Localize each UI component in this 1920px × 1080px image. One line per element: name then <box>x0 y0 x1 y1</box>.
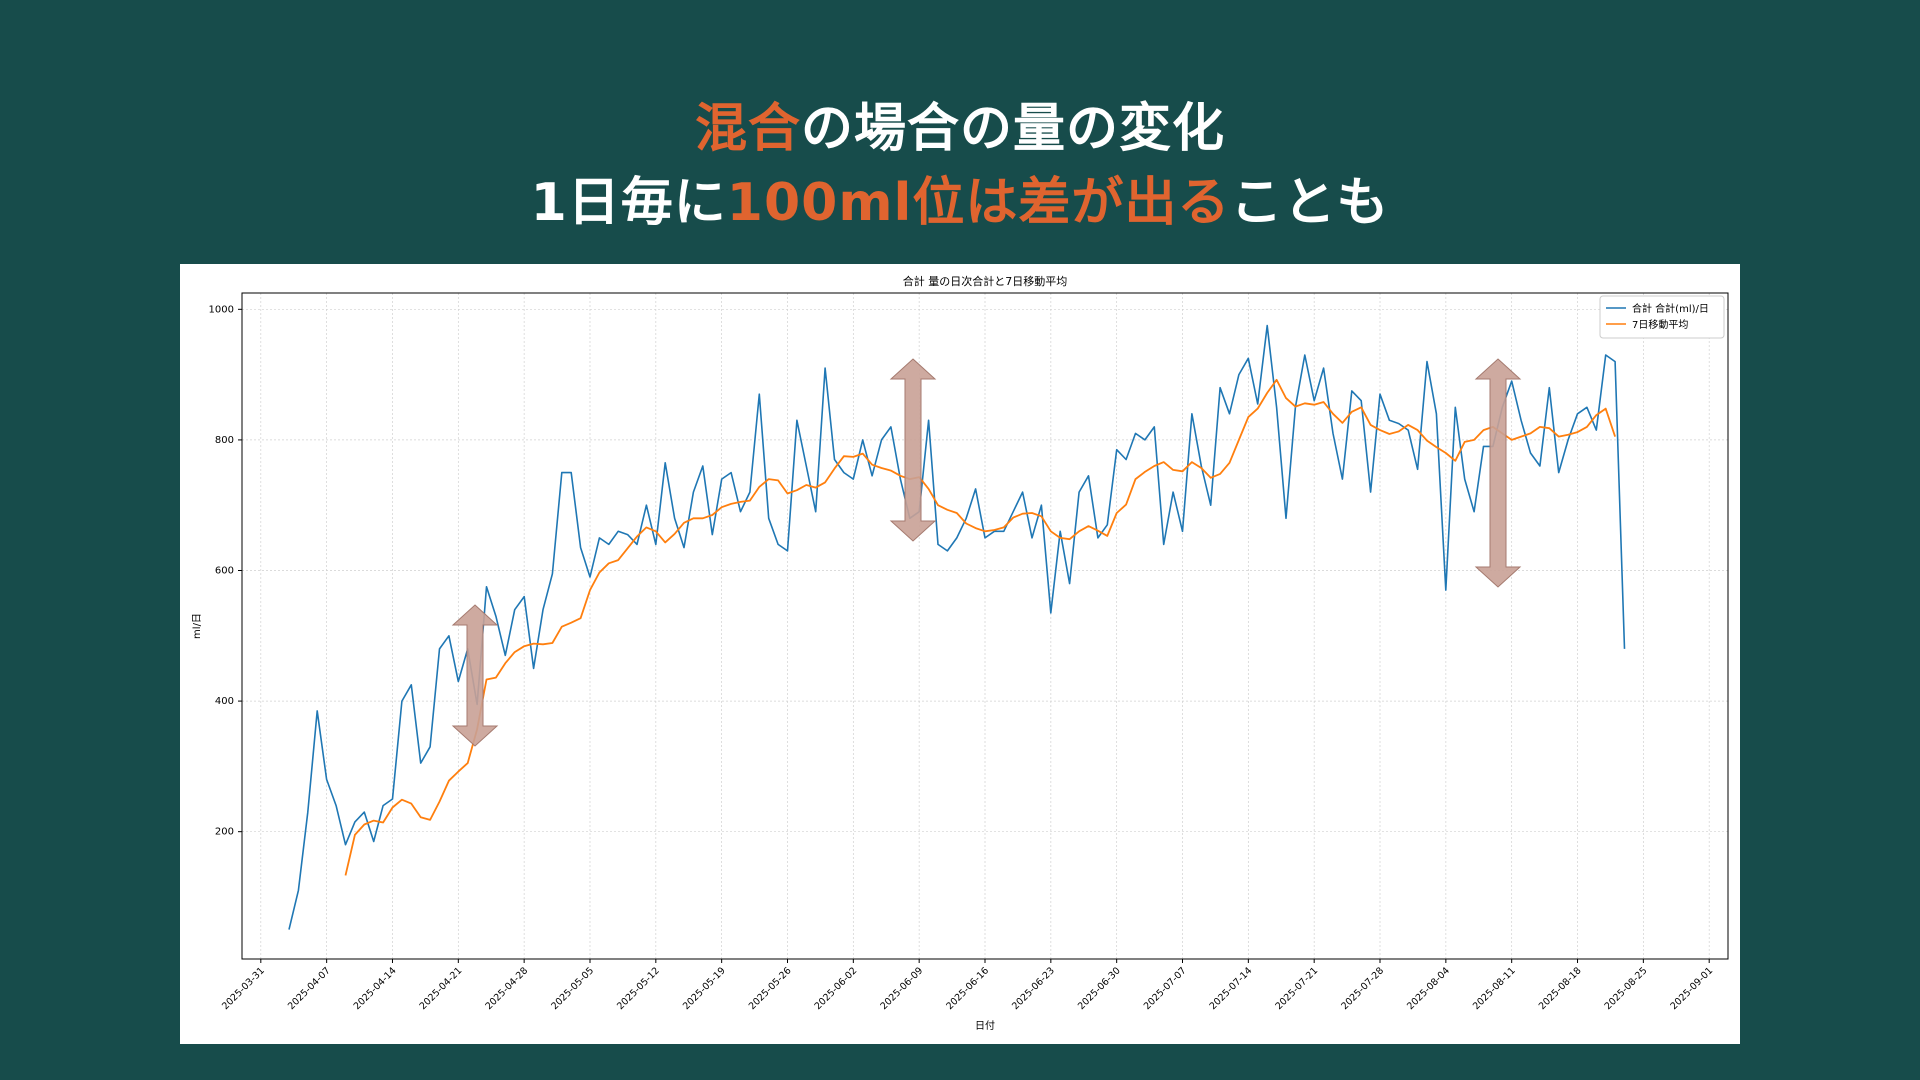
chart-title: 合計 量の日次合計と7日移動平均 <box>903 274 1068 288</box>
title-text: の場合の量の変化 <box>801 99 1226 159</box>
moving-average-line <box>344 378 1616 876</box>
y-tick-label: 600 <box>215 566 234 577</box>
legend: 合計 合計(ml)/日 7日移動平均 <box>1599 295 1725 339</box>
annotation-arrows <box>451 358 1522 747</box>
double-arrow-icon <box>451 604 499 747</box>
title-line-1: 混合の場合の量の変化 <box>0 92 1920 166</box>
title-highlight-text: 100ml位は差が出る <box>726 173 1231 233</box>
double-arrow-icon <box>889 358 937 542</box>
chart-panel: 200 400 600 800 1000 2025-03-31 2025-04-07 2025… <box>180 264 1740 1044</box>
legend-box <box>1599 295 1725 339</box>
x-axis-label: 日付 <box>975 1019 995 1032</box>
y-tick-label: 400 <box>215 696 234 707</box>
double-arrow-icon <box>1474 358 1522 588</box>
title-text: ことも <box>1230 173 1390 233</box>
y-tick-label: 800 <box>215 435 234 446</box>
gridlines <box>242 293 1728 959</box>
chart-background <box>180 264 1740 1044</box>
slide-title: 混合の場合の量の変化 1日毎に100ml位は差が出ることも <box>0 92 1920 240</box>
series-layer <box>288 324 1626 930</box>
y-tick-label: 1000 <box>209 304 234 315</box>
y-tick-label: 200 <box>215 827 234 838</box>
legend-label-ma: 7日移動平均 <box>1632 318 1688 331</box>
title-line-2: 1日毎に100ml位は差が出ることも <box>0 166 1920 240</box>
title-text: 1日毎に <box>530 173 727 233</box>
daily-total-line <box>288 324 1626 930</box>
legend-label-daily: 合計 合計(ml)/日 <box>1632 302 1709 315</box>
y-axis-label: ml/日 <box>192 613 203 639</box>
title-highlight-text: 混合 <box>694 99 801 159</box>
